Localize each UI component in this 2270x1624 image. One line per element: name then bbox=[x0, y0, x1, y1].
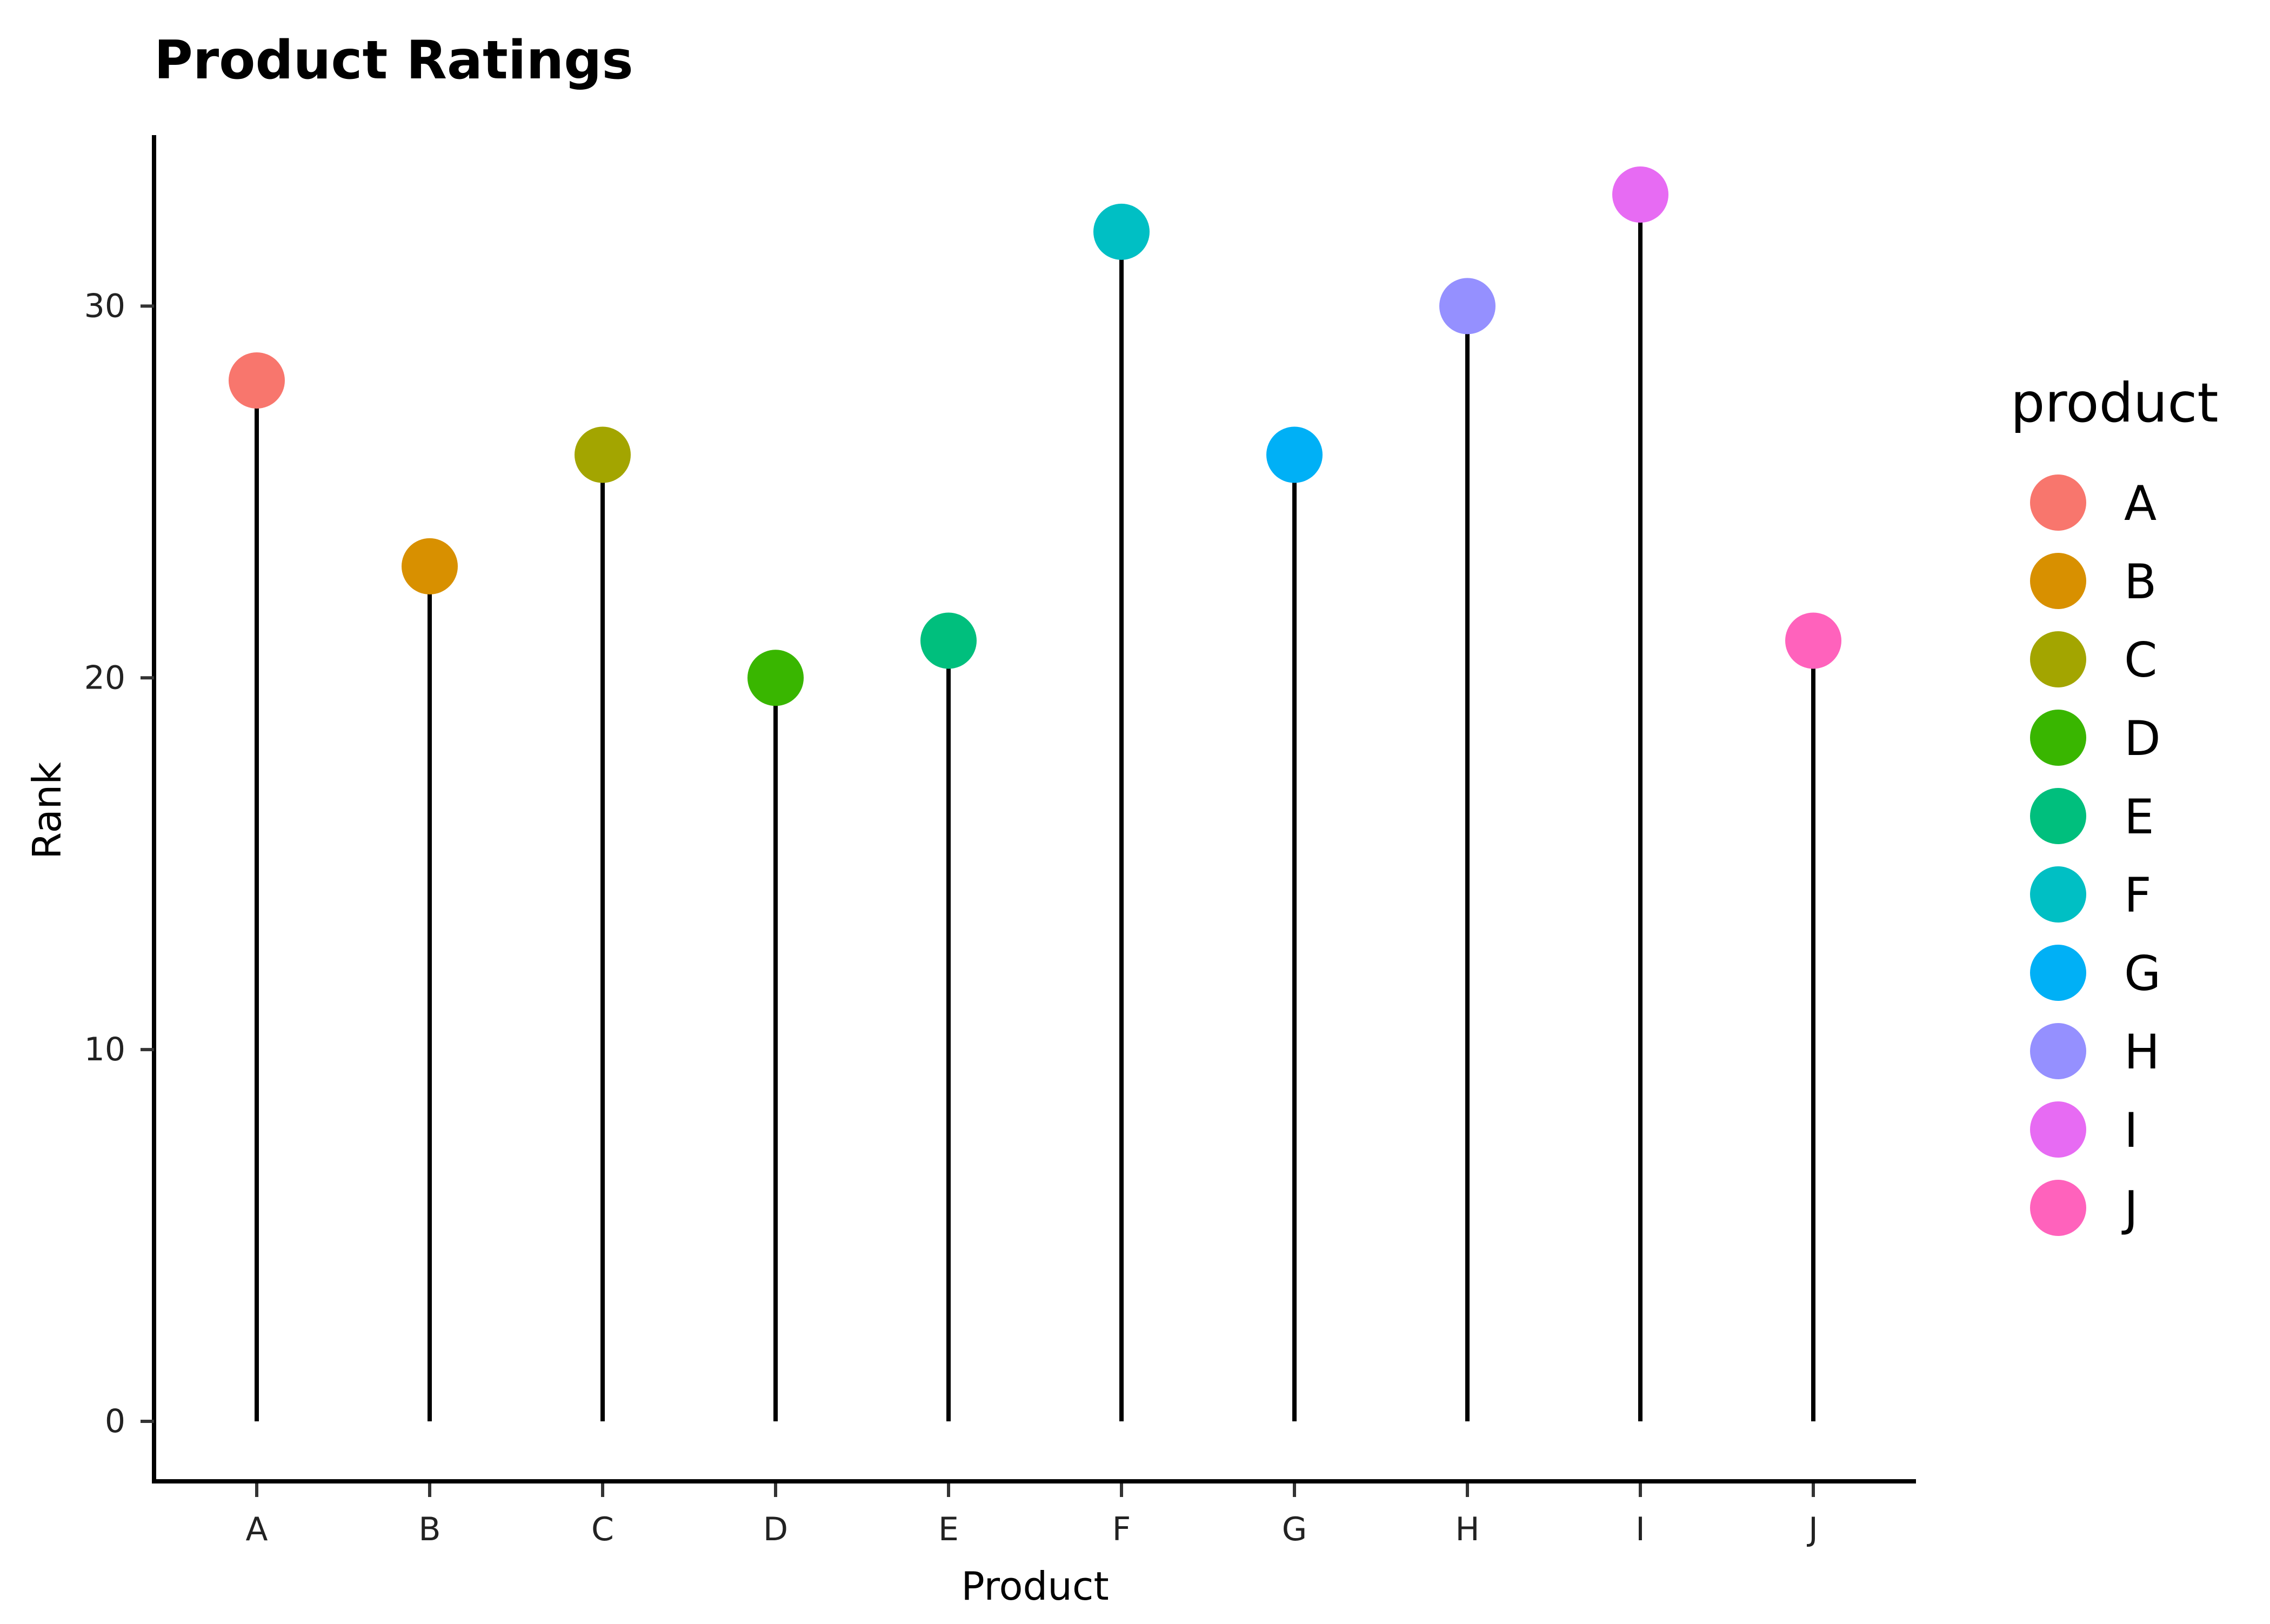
legend-label: E bbox=[2124, 789, 2154, 845]
legend-key-j bbox=[2030, 1180, 2086, 1236]
y-tick-label: 30 bbox=[84, 287, 125, 325]
legend-key-e bbox=[2030, 788, 2086, 844]
legend-label: A bbox=[2124, 476, 2156, 531]
y-tick-label: 20 bbox=[84, 659, 125, 697]
lollipop-point-f bbox=[1093, 203, 1150, 260]
legend-key-a bbox=[2030, 474, 2086, 531]
x-tick-label: B bbox=[418, 1511, 440, 1548]
legend-label: G bbox=[2124, 946, 2161, 1001]
legend-key-c bbox=[2030, 631, 2086, 687]
lollipop-point-j bbox=[1785, 612, 1841, 669]
legend-label: D bbox=[2124, 711, 2161, 766]
lollipop-point-h bbox=[1439, 278, 1495, 335]
lollipop-point-d bbox=[747, 650, 804, 706]
legend-label: C bbox=[2124, 632, 2157, 688]
x-tick-label: D bbox=[763, 1511, 788, 1548]
legend-label: I bbox=[2124, 1102, 2138, 1158]
y-axis-ticks: 0 10 20 30 bbox=[84, 287, 154, 1440]
legend-title: product bbox=[2011, 371, 2219, 435]
lollipop-point-g bbox=[1266, 426, 1323, 483]
lollipop-point-a bbox=[229, 352, 285, 409]
legend-label: H bbox=[2124, 1024, 2160, 1080]
lollipop-point-b bbox=[402, 538, 458, 594]
y-tick-label: 10 bbox=[84, 1031, 125, 1068]
x-tick-label: G bbox=[1282, 1511, 1307, 1548]
x-tick-label: H bbox=[1455, 1511, 1479, 1548]
lollipop-point-c bbox=[575, 426, 631, 483]
legend-key-f bbox=[2030, 866, 2086, 923]
legend-key-d bbox=[2030, 710, 2086, 766]
lollipop-point-i bbox=[1612, 166, 1668, 223]
y-axis-title: Rank bbox=[24, 762, 70, 859]
legend-key-b bbox=[2030, 553, 2086, 609]
x-tick-label: E bbox=[938, 1511, 959, 1548]
legend-label: J bbox=[2121, 1181, 2138, 1237]
x-tick-label: J bbox=[1806, 1511, 1818, 1548]
x-tick-label: I bbox=[1635, 1511, 1645, 1548]
y-tick-label: 0 bbox=[105, 1402, 125, 1440]
x-axis-ticks: A B C D E F G H I J bbox=[245, 1483, 1818, 1548]
legend-key-g bbox=[2030, 945, 2086, 1001]
plot-area bbox=[229, 166, 1841, 1421]
x-tick-label: F bbox=[1112, 1511, 1131, 1548]
chart-title: Product Ratings bbox=[154, 30, 633, 91]
lollipop-point-e bbox=[920, 612, 977, 669]
legend-label: F bbox=[2124, 867, 2152, 923]
legend-key-h bbox=[2030, 1023, 2086, 1079]
x-axis-title: Product bbox=[961, 1563, 1109, 1609]
x-tick-label: A bbox=[245, 1511, 268, 1548]
x-tick-label: C bbox=[591, 1511, 614, 1548]
legend-key-i bbox=[2030, 1101, 2086, 1158]
legend-label: B bbox=[2124, 554, 2156, 610]
